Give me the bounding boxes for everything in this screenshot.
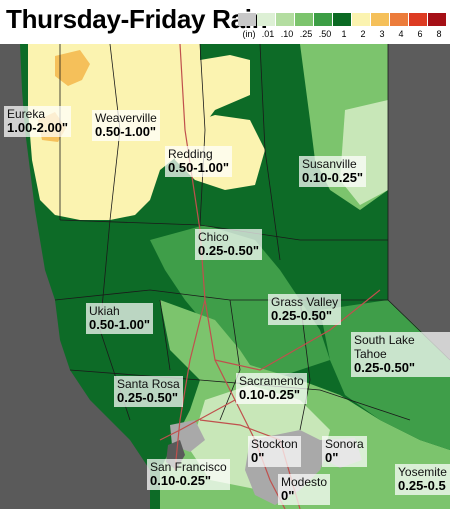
city-label-susanville: Susanville 0.10-0.25" bbox=[299, 156, 367, 187]
city-name: San Francisco bbox=[150, 460, 227, 474]
city-name: Sonora bbox=[325, 437, 364, 451]
legend-unit: (in) bbox=[242, 29, 256, 39]
legend-tick: .01 bbox=[261, 29, 275, 39]
city-rainfall: 0.25-0.50" bbox=[354, 360, 416, 375]
legend-tick: .25 bbox=[299, 29, 313, 39]
city-name: Susanville bbox=[302, 157, 357, 171]
orange-patch bbox=[55, 50, 90, 86]
city-name: Eureka bbox=[7, 107, 46, 121]
legend-swatch-1 bbox=[257, 13, 275, 26]
city-rainfall: 0.50-1.00" bbox=[168, 160, 230, 175]
legend-tick: 2 bbox=[360, 29, 366, 39]
city-rainfall: 0" bbox=[251, 450, 265, 465]
city-label-south-lake-tahoe: South Lake Tahoe 0.25-0.50" bbox=[351, 332, 450, 377]
legend-swatch-4 bbox=[314, 13, 332, 26]
legend-tick: 8 bbox=[436, 29, 442, 39]
city-rainfall: 0.10-0.25" bbox=[302, 170, 364, 185]
legend-tick: 1 bbox=[341, 29, 347, 39]
city-label-eureka: Eureka 1.00-2.00" bbox=[4, 106, 72, 137]
city-label-stockton: Stockton 0" bbox=[248, 436, 301, 467]
city-name: Chico bbox=[198, 230, 229, 244]
legend-swatch-9 bbox=[409, 13, 427, 26]
city-rainfall: 0.25-0.50" bbox=[271, 308, 333, 323]
city-label-ukiah: Ukiah 0.50-1.00" bbox=[86, 303, 154, 334]
legend-tick: 4 bbox=[398, 29, 404, 39]
city-rainfall: 0.50-1.00" bbox=[95, 124, 157, 139]
legend-tick: .10 bbox=[280, 29, 294, 39]
city-name: Modesto bbox=[281, 475, 328, 489]
legend-swatch-10 bbox=[428, 13, 446, 26]
legend-tick: .50 bbox=[318, 29, 332, 39]
city-label-santa-rosa: Santa Rosa 0.25-0.50" bbox=[114, 376, 183, 407]
city-label-redding: Redding 0.50-1.00" bbox=[165, 146, 233, 177]
city-rainfall: 0.10-0.25" bbox=[150, 473, 212, 488]
city-label-grass-valley: Grass Valley 0.25-0.50" bbox=[268, 294, 342, 325]
city-name: Redding bbox=[168, 147, 213, 161]
city-label-sacramento: Sacramento 0.10-0.25" bbox=[236, 373, 307, 404]
city-rainfall: 1.00-2.00" bbox=[7, 120, 69, 135]
city-rainfall: 0" bbox=[281, 488, 295, 503]
city-label-modesto: Modesto 0" bbox=[278, 474, 331, 505]
city-rainfall: 0.25-0.5 bbox=[398, 478, 446, 493]
map-title: Thursday-Friday Rain bbox=[6, 4, 268, 34]
legend-swatch-8 bbox=[390, 13, 408, 26]
legend-swatch-2 bbox=[276, 13, 294, 26]
city-name: Yosemite bbox=[398, 465, 447, 479]
city-label-chico: Chico 0.25-0.50" bbox=[195, 229, 263, 260]
city-name: Ukiah bbox=[89, 304, 120, 318]
city-rainfall: 0" bbox=[325, 450, 339, 465]
city-rainfall: 0.25-0.50" bbox=[198, 243, 260, 258]
legend-tick: 3 bbox=[379, 29, 385, 39]
legend-swatch-5 bbox=[333, 13, 351, 26]
city-label-san-francisco: San Francisco 0.10-0.25" bbox=[147, 459, 230, 490]
legend-swatch-0 bbox=[238, 13, 256, 26]
city-rainfall: 0.25-0.50" bbox=[117, 390, 179, 405]
legend-swatch-3 bbox=[295, 13, 313, 26]
mid-green-region bbox=[150, 225, 330, 380]
city-name: Stockton bbox=[251, 437, 298, 451]
city-name: Grass Valley bbox=[271, 295, 339, 309]
legend-swatch-7 bbox=[371, 13, 389, 26]
city-name: Weaverville bbox=[95, 111, 157, 125]
city-label-sonora: Sonora 0" bbox=[322, 436, 367, 467]
city-name: South Lake Tahoe bbox=[354, 333, 415, 361]
city-name: Sacramento bbox=[239, 374, 304, 388]
precipitation-legend: (in) .01 .10 .25 .50 1 2 3 4 6 8 bbox=[238, 13, 446, 43]
city-label-weaverville: Weaverville 0.50-1.00" bbox=[92, 110, 160, 141]
city-name: Santa Rosa bbox=[117, 377, 180, 391]
city-label-yosemite: Yosemite 0.25-0.5 bbox=[395, 464, 450, 495]
city-rainfall: 0.50-1.00" bbox=[89, 317, 151, 332]
legend-swatch-6 bbox=[352, 13, 370, 26]
city-rainfall: 0.10-0.25" bbox=[239, 387, 301, 402]
legend-tick: 6 bbox=[417, 29, 423, 39]
